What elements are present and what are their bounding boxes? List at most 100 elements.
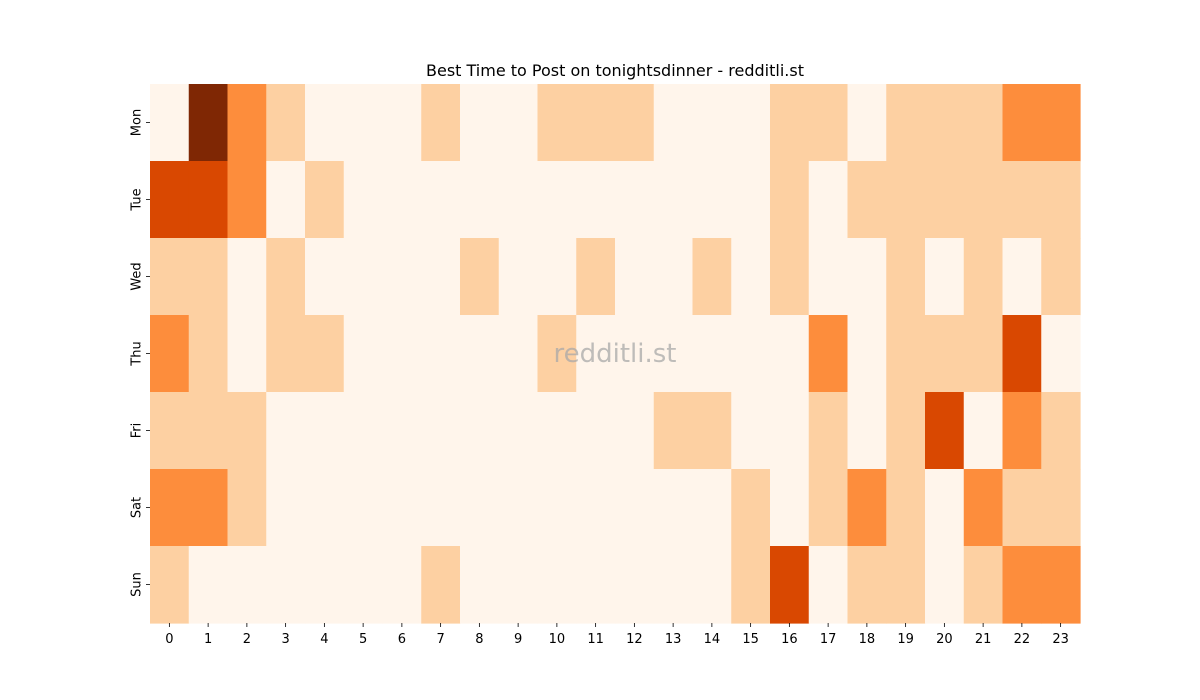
- heatmap-cell: [460, 315, 500, 393]
- heatmap-cell: [847, 392, 887, 470]
- heatmap-cell: [808, 546, 849, 624]
- x-tick-label: 21: [975, 632, 992, 647]
- heatmap-cell: [770, 84, 810, 162]
- heatmap-cell: [576, 238, 616, 316]
- heatmap-cell: [382, 161, 422, 239]
- x-tick-label: 19: [897, 632, 914, 647]
- y-tick-label: Sun: [130, 572, 145, 597]
- heatmap-cell: [847, 546, 887, 624]
- heatmap-cell: [770, 238, 810, 316]
- x-tick-label: 15: [742, 632, 759, 647]
- heatmap-cell: [343, 161, 384, 239]
- heatmap-cell: [1041, 161, 1081, 239]
- heatmap-cell: [770, 546, 810, 624]
- heatmap-cell: [498, 469, 539, 547]
- heatmap-cell: [150, 392, 190, 470]
- watermark: redditli.st: [554, 339, 677, 369]
- y-tick-label: Fri: [130, 423, 145, 439]
- heatmap-cell: [963, 315, 1004, 393]
- y-tick-label: Wed: [130, 262, 145, 290]
- heatmap-cell: [1002, 315, 1042, 393]
- heatmap-cell: [537, 315, 577, 393]
- heatmap-cell: [886, 392, 926, 470]
- x-tick-label: 9: [514, 632, 522, 647]
- x-tick-label: 2: [243, 632, 251, 647]
- heatmap-cell: [537, 238, 577, 316]
- x-tick-label: 10: [549, 632, 566, 647]
- heatmap-cell: [266, 392, 306, 470]
- heatmap-cell: [1041, 315, 1081, 393]
- heatmap-cell: [692, 315, 732, 393]
- heatmap-cell: [925, 315, 965, 393]
- heatmap-cell: [460, 238, 500, 316]
- x-tick-label: 3: [281, 632, 289, 647]
- heatmap-cell: [188, 161, 229, 239]
- heatmap-cell: [731, 238, 771, 316]
- heatmap-cell: [653, 392, 694, 470]
- heatmap-cell: [963, 161, 1004, 239]
- heatmap-cell: [653, 238, 694, 316]
- heatmap-cell: [498, 161, 539, 239]
- heatmap-cell: [615, 161, 655, 239]
- heatmap-cell: [847, 84, 887, 162]
- x-tick-label: 17: [820, 632, 837, 647]
- heatmap-cell: [227, 546, 267, 624]
- heatmap-cell: [576, 546, 616, 624]
- x-tick-label: 7: [436, 632, 444, 647]
- heatmap-cell: [770, 315, 810, 393]
- heatmap-cell: [963, 392, 1004, 470]
- heatmap-cell: [1002, 392, 1042, 470]
- heatmap-cell: [808, 469, 849, 547]
- heatmap-cell: [343, 469, 384, 547]
- heatmap-cell: [498, 392, 539, 470]
- y-axis: Mon Tue Wed Thu Fri Sat Sun: [130, 109, 150, 597]
- heatmap-cell: [692, 469, 732, 547]
- heatmap-cell: [460, 392, 500, 470]
- heatmap-cell: [770, 392, 810, 470]
- heatmap-cell: [692, 161, 732, 239]
- x-axis: 0 1 2 3 4 5 6 7 8 9 10 11 12 13 14 15 16 17 18 19 20 21 22 23: [165, 623, 1069, 647]
- heatmap-cell: [227, 161, 267, 239]
- heatmap-cell: [227, 84, 267, 162]
- heatmap-cell: [808, 84, 849, 162]
- heatmap-cell: [382, 392, 422, 470]
- heatmap-cell: [1041, 238, 1081, 316]
- heatmap-cell: [227, 392, 267, 470]
- heatmap-cell: [382, 315, 422, 393]
- heatmap-cell: [421, 469, 461, 547]
- heatmap-cell: [615, 469, 655, 547]
- heatmap-cell: [886, 315, 926, 393]
- heatmap-cell: [150, 315, 190, 393]
- heatmap-cell: [808, 238, 849, 316]
- heatmap-cell: [1041, 392, 1081, 470]
- heatmap-cell: [925, 84, 965, 162]
- heatmap-cell: [1041, 84, 1081, 162]
- heatmap-cell: [188, 392, 229, 470]
- heatmap-cell: [1002, 161, 1042, 239]
- heatmap-cell: [847, 469, 887, 547]
- x-tick-label: 5: [359, 632, 367, 647]
- heatmap-cell: [731, 315, 771, 393]
- heatmap-cell: [808, 315, 849, 393]
- heatmap-cell: [188, 315, 229, 393]
- x-tick-label: 20: [936, 632, 953, 647]
- heatmap-cell: [305, 161, 345, 239]
- heatmap-cell: [343, 238, 384, 316]
- heatmap-cell: [266, 161, 306, 239]
- y-tick-label: Sat: [130, 497, 145, 518]
- x-tick-label: 1: [204, 632, 212, 647]
- x-tick-label: 22: [1014, 632, 1031, 647]
- x-tick-label: 13: [665, 632, 682, 647]
- heatmap-cell: [615, 546, 655, 624]
- heatmap-cell: [653, 469, 694, 547]
- heatmap-cell: [266, 315, 306, 393]
- heatmap-cell: [963, 546, 1004, 624]
- heatmap-cell: [382, 546, 422, 624]
- heatmap-cell: [886, 238, 926, 316]
- heatmap-cell: [343, 392, 384, 470]
- heatmap-cell: [653, 84, 694, 162]
- y-tick-label: Tue: [130, 188, 145, 211]
- heatmap-cell: [537, 392, 577, 470]
- heatmap-cell: [925, 238, 965, 316]
- heatmap-cell: [421, 546, 461, 624]
